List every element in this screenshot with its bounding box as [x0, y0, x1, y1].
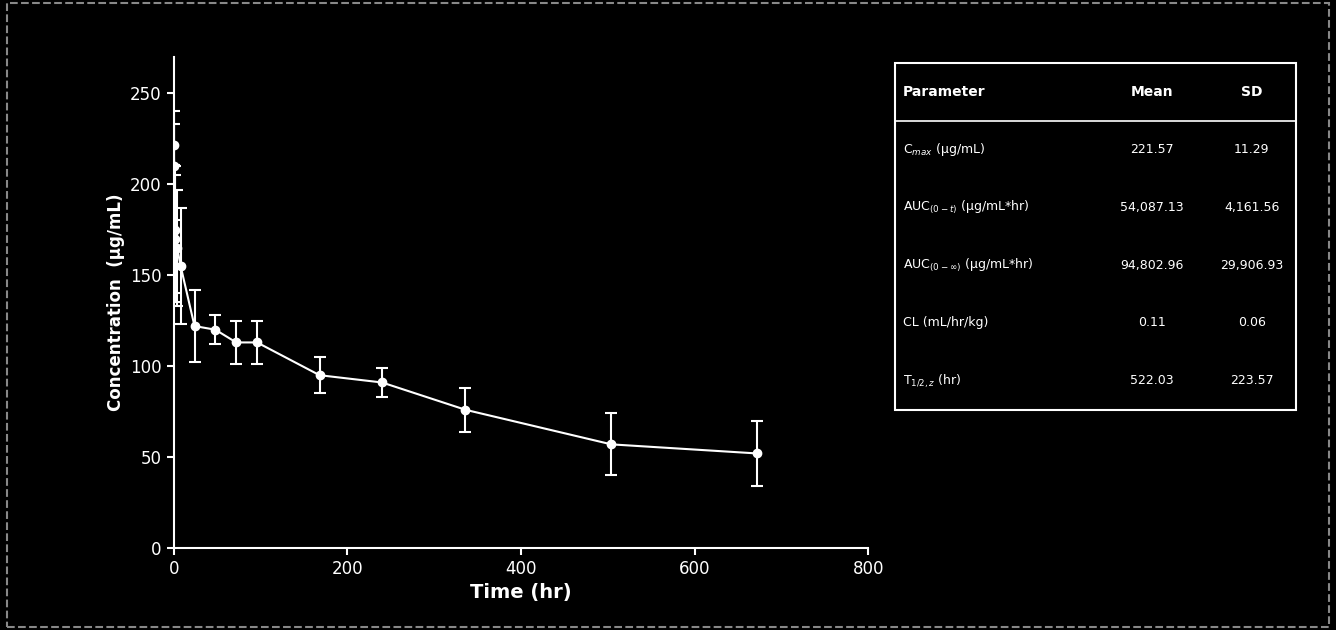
Text: 0.06: 0.06 — [1238, 316, 1265, 329]
Y-axis label: Concentration  (μg/mL): Concentration (μg/mL) — [107, 193, 124, 411]
Text: 522.03: 522.03 — [1130, 374, 1173, 387]
Text: AUC$_{(0-∞)}$ (μg/mL*hr): AUC$_{(0-∞)}$ (μg/mL*hr) — [903, 256, 1034, 273]
Text: T$_{1/2,z}$ (hr): T$_{1/2,z}$ (hr) — [903, 372, 962, 389]
Text: C$_{max}$ (μg/mL): C$_{max}$ (μg/mL) — [903, 141, 986, 158]
Text: 221.57: 221.57 — [1130, 143, 1173, 156]
Text: Parameter: Parameter — [903, 85, 986, 99]
Text: Mean: Mean — [1130, 85, 1173, 99]
Text: 54,087.13: 54,087.13 — [1120, 201, 1184, 214]
Text: AUC$_{(0-t)}$ (μg/mL*hr): AUC$_{(0-t)}$ (μg/mL*hr) — [903, 199, 1030, 216]
Text: 223.57: 223.57 — [1230, 374, 1273, 387]
Text: 0.11: 0.11 — [1138, 316, 1165, 329]
Text: CL (mL/hr/kg): CL (mL/hr/kg) — [903, 316, 989, 329]
Text: 4,161.56: 4,161.56 — [1224, 201, 1280, 214]
Text: 94,802.96: 94,802.96 — [1120, 259, 1184, 272]
Text: SD: SD — [1241, 85, 1263, 99]
Text: 11.29: 11.29 — [1234, 143, 1269, 156]
X-axis label: Time (hr): Time (hr) — [470, 583, 572, 602]
Text: 29,906.93: 29,906.93 — [1220, 259, 1284, 272]
